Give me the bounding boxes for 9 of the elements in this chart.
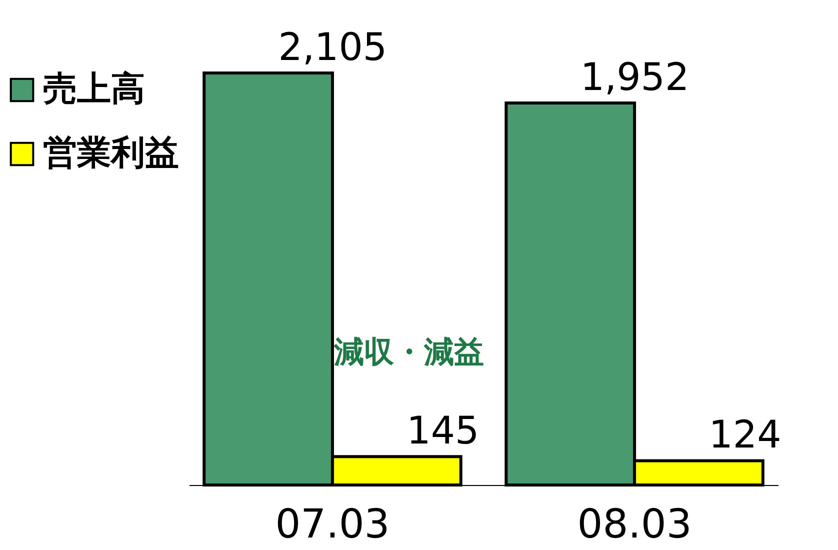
x-tick-label: 08.03 (577, 502, 692, 548)
data-label: 2,105 (278, 25, 388, 69)
data-label: 145 (406, 408, 480, 453)
annotation: 減収・減益 (333, 335, 484, 370)
data-label: 124 (708, 412, 782, 457)
legend-label: 売上高 (43, 69, 145, 109)
data-label: 1,952 (580, 54, 690, 99)
x-tick-label: 07.03 (275, 502, 390, 548)
legend-label: 営業利益 (43, 133, 179, 173)
